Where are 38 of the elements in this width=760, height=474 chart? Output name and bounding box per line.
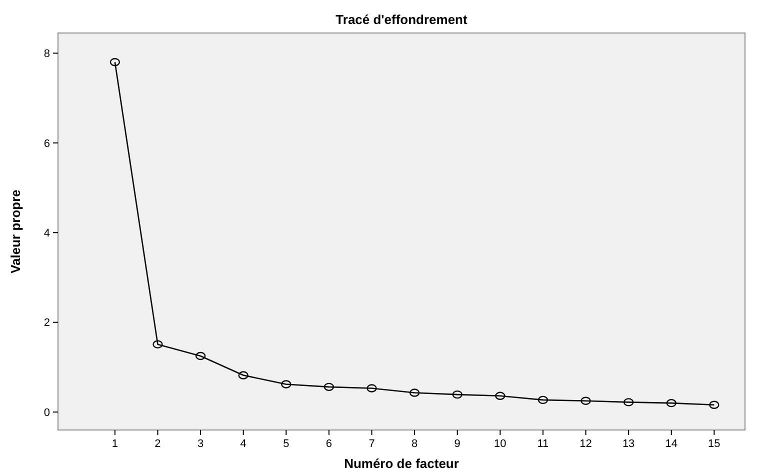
- x-tick-label: 14: [665, 438, 678, 450]
- point: [152, 340, 163, 348]
- point: [409, 388, 420, 397]
- y-tick-label: 6: [44, 138, 50, 150]
- point: [709, 400, 720, 409]
- x-tick-label: 7: [368, 438, 375, 450]
- x-tick-label: 8: [411, 438, 418, 450]
- point: [495, 392, 506, 400]
- point: [324, 382, 334, 392]
- y-tick-label: 2: [44, 317, 50, 330]
- y-tick-label: 4: [44, 227, 50, 240]
- point: [666, 398, 676, 408]
- x-tick-label: 1: [112, 438, 118, 450]
- point: [110, 58, 120, 66]
- point: [281, 380, 292, 388]
- point: [538, 396, 548, 404]
- y-tick-label: 0: [44, 406, 50, 419]
- x-tick-label: 6: [326, 438, 332, 450]
- x-tick-label: 12: [580, 438, 592, 450]
- x-tick-label: 13: [622, 438, 635, 450]
- point: [580, 396, 591, 405]
- chart-title: Tracé d'effondrement: [336, 12, 468, 27]
- point: [238, 371, 248, 380]
- point: [623, 398, 634, 406]
- point: [366, 384, 377, 392]
- x-tick-label: 11: [537, 438, 549, 450]
- x-tick-label: 4: [240, 438, 246, 450]
- x-axis-title: Numéro de facteur: [344, 456, 459, 471]
- x-tick-label: 10: [494, 438, 506, 450]
- point: [195, 352, 206, 360]
- x-tick-label: 5: [283, 438, 290, 450]
- y-axis-title: Valeur propre: [8, 190, 23, 274]
- x-tick-label: 9: [454, 438, 460, 450]
- x-tick-label: 3: [197, 438, 204, 450]
- point: [452, 390, 462, 399]
- y-tick-label: 8: [44, 48, 50, 60]
- x-tick-label: 2: [154, 438, 161, 450]
- x-tick-label: 15: [708, 438, 720, 450]
